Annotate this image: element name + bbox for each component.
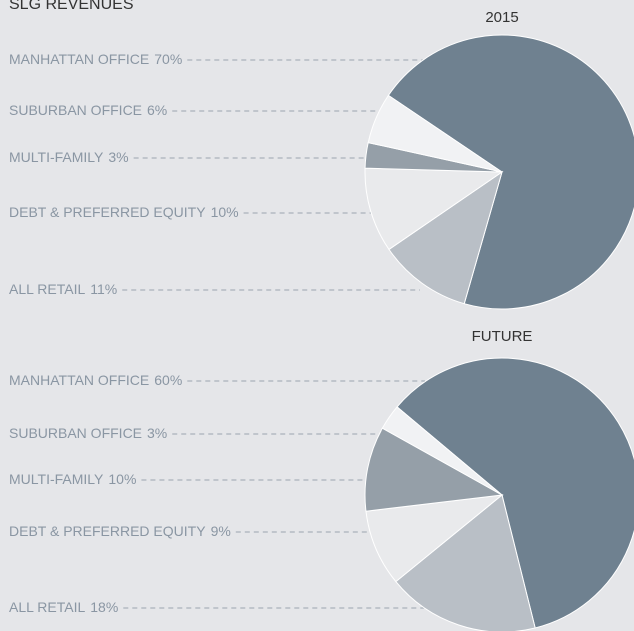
pie-slice bbox=[395, 494, 536, 631]
value-label: 10% bbox=[108, 471, 136, 487]
page-title: SLG REVENUES bbox=[9, 0, 133, 13]
category-label: SUBURBAN OFFICE bbox=[9, 102, 142, 118]
pie-slice bbox=[387, 34, 634, 310]
pie-slice bbox=[381, 406, 503, 496]
category-label: ALL RETAIL bbox=[9, 599, 85, 615]
pie-slice bbox=[396, 357, 634, 629]
value-label: 3% bbox=[147, 425, 167, 441]
value-label: 10% bbox=[211, 204, 239, 220]
category-label: MULTI-FAMILY bbox=[9, 149, 104, 165]
category-label: DEBT & PREFERRED EQUITY bbox=[9, 523, 206, 539]
slice-label: DEBT & PREFERRED EQUITY 9% bbox=[9, 523, 231, 539]
value-label: 18% bbox=[90, 599, 118, 615]
slice-label: ALL RETAIL 18% bbox=[9, 599, 118, 615]
chart-title: FUTURE bbox=[472, 328, 533, 345]
category-label: MULTI-FAMILY bbox=[9, 471, 104, 487]
category-label: ALL RETAIL bbox=[9, 281, 85, 297]
slice-label: SUBURBAN OFFICE 6% bbox=[9, 102, 167, 118]
slice-label: MULTI-FAMILY 3% bbox=[9, 149, 129, 165]
value-label: 9% bbox=[211, 523, 231, 539]
value-label: 11% bbox=[90, 281, 117, 297]
value-label: 60% bbox=[154, 372, 182, 388]
category-label: DEBT & PREFERRED EQUITY bbox=[9, 204, 206, 220]
pie-slice bbox=[364, 167, 504, 251]
pie-slice bbox=[367, 94, 503, 173]
value-label: 70% bbox=[154, 51, 182, 67]
slice-label: MULTI-FAMILY 10% bbox=[9, 471, 136, 487]
slice-label: SUBURBAN OFFICE 3% bbox=[9, 425, 167, 441]
slice-label: ALL RETAIL 11% bbox=[9, 281, 117, 297]
value-label: 3% bbox=[108, 149, 128, 165]
category-label: MANHATTAN OFFICE bbox=[9, 51, 149, 67]
chart-title: 2015 bbox=[485, 9, 518, 26]
category-label: SUBURBAN OFFICE bbox=[9, 425, 142, 441]
pie-slice bbox=[388, 170, 503, 305]
slice-label: MANHATTAN OFFICE 60% bbox=[9, 372, 182, 388]
pies bbox=[364, 34, 634, 631]
value-label: 6% bbox=[147, 102, 167, 118]
slice-label: DEBT & PREFERRED EQUITY 10% bbox=[9, 204, 239, 220]
category-label: MANHATTAN OFFICE bbox=[9, 372, 149, 388]
pie-slice bbox=[364, 427, 504, 512]
slice-label: MANHATTAN OFFICE 70% bbox=[9, 51, 182, 67]
